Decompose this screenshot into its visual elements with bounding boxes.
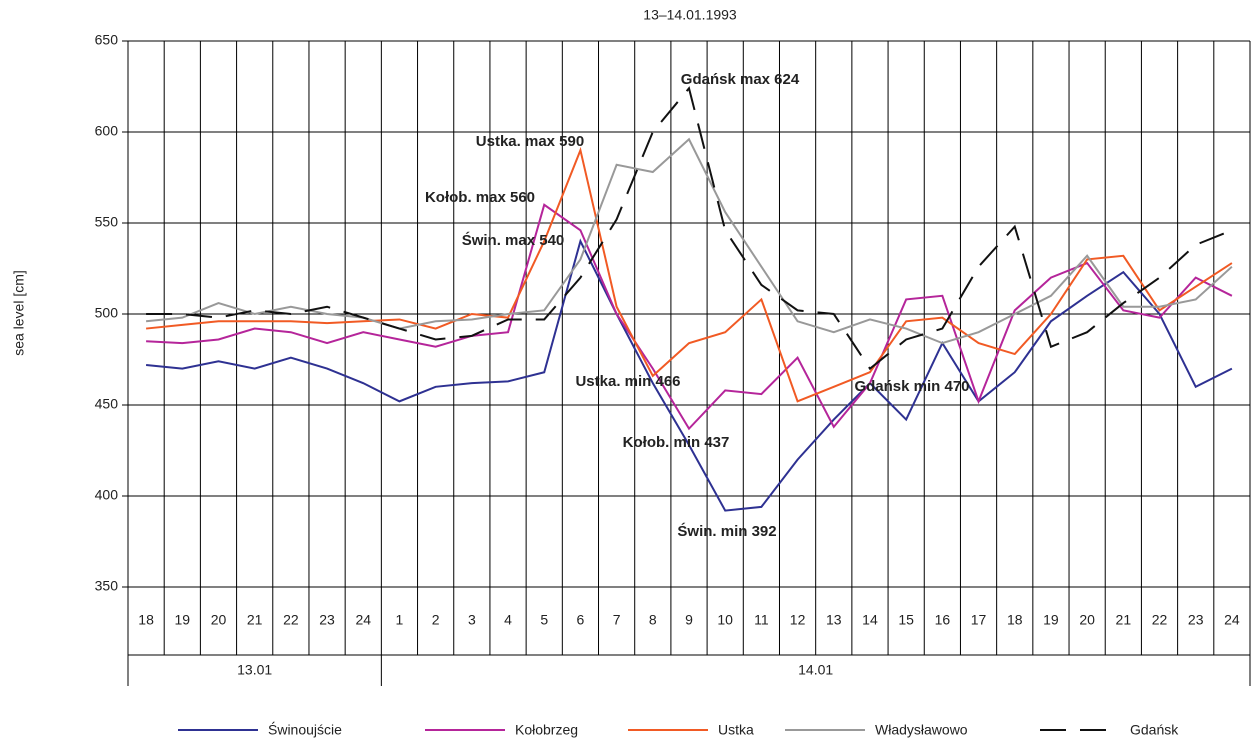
- annotation: Gdańsk min 470: [854, 378, 969, 395]
- x-tick-label: 5: [540, 612, 548, 628]
- x-tick-label: 18: [1007, 612, 1023, 628]
- series-line: [145, 238, 1233, 512]
- y-tick-label: 500: [95, 305, 119, 321]
- legend-label: Władysławowo: [875, 722, 968, 738]
- y-tick-label: 650: [95, 32, 119, 48]
- chart-title: 13–14.01.1993: [643, 7, 737, 23]
- x-tick-label: 14: [862, 612, 878, 628]
- x-tick-label: 19: [175, 612, 191, 628]
- annotation: Kołob. max 560: [425, 189, 535, 206]
- x-tick-label: 24: [355, 612, 371, 628]
- x-tick-label: 12: [790, 612, 806, 628]
- y-tick-label: 350: [95, 578, 119, 594]
- x-tick-label: 10: [717, 612, 733, 628]
- x-tick-label: 21: [1116, 612, 1132, 628]
- x-tick-label: 1: [396, 612, 404, 628]
- series-line: [145, 137, 1233, 345]
- annotation: Kołob. min 437: [623, 434, 730, 451]
- x-tick-label: 23: [1188, 612, 1204, 628]
- x-tick-label: 6: [577, 612, 585, 628]
- x-tick-label: 20: [211, 612, 227, 628]
- x-tick-label: 3: [468, 612, 476, 628]
- x-tick-label: 7: [613, 612, 621, 628]
- y-tick-label: 550: [95, 214, 119, 230]
- group-label: 14.01: [798, 662, 833, 678]
- x-tick-label: 21: [247, 612, 263, 628]
- y-axis-label: sea level [cm]: [11, 270, 27, 356]
- legend-label: Ustka: [718, 722, 754, 738]
- x-tick-label: 2: [432, 612, 440, 628]
- annotation: Ustka. min 466: [575, 373, 680, 390]
- x-tick-label: 18: [138, 612, 154, 628]
- x-tick-label: 23: [319, 612, 335, 628]
- series-line: [146, 203, 1233, 431]
- x-tick-label: 22: [1152, 612, 1168, 628]
- series-line: [145, 146, 1233, 403]
- y-tick-label: 400: [95, 487, 119, 503]
- x-tick-label: 16: [935, 612, 951, 628]
- x-tick-label: 17: [971, 612, 987, 628]
- x-tick-label: 15: [898, 612, 914, 628]
- annotation: Gdańsk max 624: [681, 71, 800, 88]
- x-tick-label: 4: [504, 612, 512, 628]
- annotation: Ustka. max 590: [476, 133, 584, 150]
- legend-label: Gdańsk: [1130, 722, 1179, 738]
- legend-label: Świnoujście: [268, 721, 342, 738]
- x-tick-label: 22: [283, 612, 299, 628]
- x-tick-label: 9: [685, 612, 693, 628]
- x-tick-label: 8: [649, 612, 657, 628]
- group-label: 13.01: [237, 662, 272, 678]
- x-tick-label: 11: [754, 612, 769, 628]
- y-tick-label: 450: [95, 396, 119, 412]
- legend-label: Kołobrzeg: [515, 722, 578, 738]
- x-tick-label: 19: [1043, 612, 1059, 628]
- series-line: [146, 86, 1233, 371]
- y-tick-label: 600: [95, 123, 119, 139]
- annotation: Świn. min 392: [677, 522, 776, 540]
- x-tick-label: 24: [1224, 612, 1240, 628]
- annotation: Świn. max 540: [462, 231, 565, 249]
- x-tick-label: 20: [1079, 612, 1095, 628]
- x-tick-label: 13: [826, 612, 842, 628]
